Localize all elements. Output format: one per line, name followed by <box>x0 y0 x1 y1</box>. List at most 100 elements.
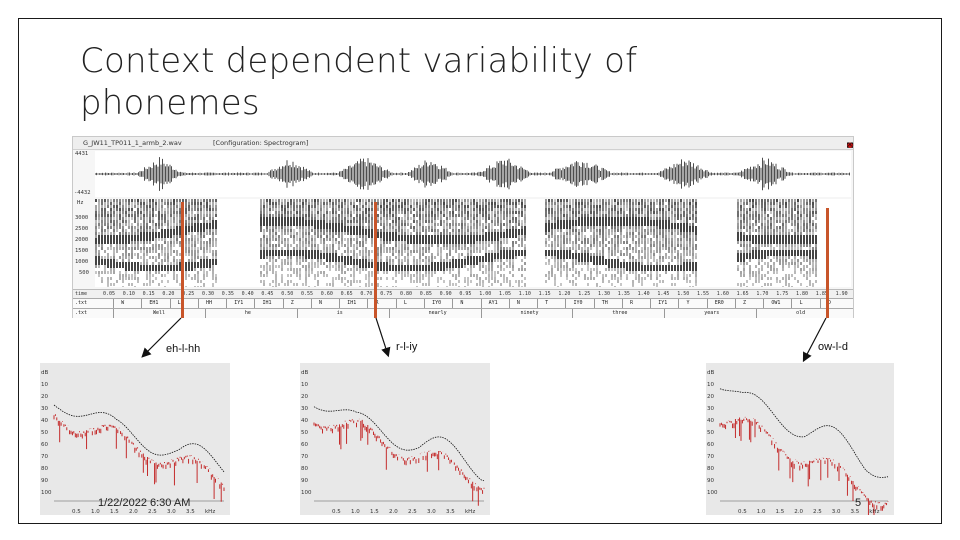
spectrogram-cell <box>203 226 205 229</box>
spectrogram-cell <box>779 238 781 241</box>
hz-tick: 1500 <box>75 248 89 254</box>
spectrogram-cell <box>125 214 127 217</box>
record-icon[interactable]: ● <box>847 141 856 149</box>
spectrogram-cell <box>659 259 661 262</box>
spectrogram-cell <box>557 223 559 226</box>
sound-file-name: G_JW11_TP011_1_armb_2.wav <box>83 139 182 147</box>
spectrogram-cell <box>509 223 511 226</box>
spectrogram-cell <box>401 229 403 232</box>
spectrogram-cell <box>404 205 406 208</box>
spectrogram-cell <box>122 265 124 268</box>
spectrogram-cell <box>590 220 592 223</box>
spectrogram-cell <box>737 199 739 202</box>
skip-back-icon[interactable]: ⏮ <box>847 141 856 149</box>
play-icon[interactable]: ▶ <box>847 141 855 149</box>
spectrogram-cell <box>488 223 490 226</box>
spectrogram-cell <box>260 211 262 214</box>
spectrogram-cell <box>191 235 193 238</box>
spectrogram-cell <box>743 241 745 244</box>
spectrogram-cell <box>209 265 211 268</box>
spectrogram-cell <box>635 259 637 262</box>
spectrogram-cell <box>680 262 682 265</box>
spectrogram-cell <box>158 247 160 250</box>
spectrogram-cell <box>281 268 283 271</box>
spectrogram-cell <box>773 226 775 229</box>
close-icon[interactable]: ✕ <box>847 141 855 149</box>
spectrogram-cell <box>479 232 481 235</box>
spectrogram-cell <box>464 208 466 211</box>
spectrogram-cell <box>329 253 331 256</box>
spectrogram-cell <box>179 241 181 244</box>
spectrogram-cell <box>149 211 151 214</box>
spectrogram-cell <box>335 259 337 262</box>
spectrogram-cell <box>335 277 337 280</box>
stop-icon[interactable]: ■ <box>847 141 856 149</box>
spectrogram-cell <box>179 205 181 208</box>
spectrogram-cell <box>452 214 454 217</box>
time-axis-label: time <box>75 291 88 297</box>
spectrogram-cell <box>410 274 412 277</box>
spectrogram-cell <box>473 274 475 277</box>
spectrogram-cell <box>476 283 478 286</box>
spectrogram-cell <box>605 220 607 223</box>
spectrogram-cell <box>548 235 550 238</box>
spectrogram-cell <box>197 232 199 235</box>
interval-label[interactable]: W <box>121 300 125 306</box>
spectrogram-cell <box>323 211 325 214</box>
spectrogram-cell <box>113 202 115 205</box>
spectrogram-cell <box>518 217 520 220</box>
spectrogram-cell <box>140 241 142 244</box>
spectrogram-cell <box>557 262 559 265</box>
phone-tier[interactable]: .txt W EH1 L HH IY1 IH1 Z N IH1 R L IY0 N AY1 N T IY0 TH R… <box>73 298 853 308</box>
spectrogram-cell <box>365 283 367 286</box>
spectrogram-cell <box>449 226 451 229</box>
spectrogram-cell <box>491 214 493 217</box>
spectrogram-cell <box>419 220 421 223</box>
spectrogram-cell <box>569 253 571 256</box>
spectrogram-cell <box>200 229 202 232</box>
spectrogram-cell <box>551 253 553 256</box>
spectrogram-cell <box>353 256 355 259</box>
spectrogram-cell <box>401 208 403 211</box>
spectrogram-cell <box>134 214 136 217</box>
spectrogram-cell <box>158 217 160 220</box>
spectrogram-cell <box>428 208 430 211</box>
spectrogram-cell <box>152 268 154 271</box>
spectrogram-cell <box>395 217 397 220</box>
spectrogram-cell <box>401 211 403 214</box>
spectrogram-cell <box>767 226 769 229</box>
spectrogram-cell <box>491 274 493 277</box>
spectrogram-cell <box>341 241 343 244</box>
spectrogram-cell <box>293 220 295 223</box>
spectrogram-cell <box>428 250 430 253</box>
spectrogram-cell <box>584 274 586 277</box>
spectrogram-cell <box>455 229 457 232</box>
spectrogram-cell <box>275 286 277 289</box>
spectrogram-cell <box>794 259 796 262</box>
spectrogram-cell <box>758 211 760 214</box>
spectrogram-cell <box>308 235 310 238</box>
spectrogram-cell <box>293 205 295 208</box>
spectrogram-cell <box>200 247 202 250</box>
spectrogram-cell <box>608 235 610 238</box>
spectrogram-cell <box>119 244 121 247</box>
spectrogram-cell <box>506 229 508 232</box>
spectrogram-cell <box>575 229 577 232</box>
spectrogram-cell <box>347 214 349 217</box>
spectrogram-cell <box>752 226 754 229</box>
spectrogram-cell <box>191 238 193 241</box>
spectrogram-cell <box>311 208 313 211</box>
spectrogram-cell <box>761 241 763 244</box>
spectrogram-panel[interactable] <box>95 199 851 289</box>
waveform-panel[interactable] <box>94 151 851 197</box>
spectrogram-cell <box>302 211 304 214</box>
spectrogram-cell <box>359 268 361 271</box>
skip-forward-icon[interactable]: ⏭ <box>847 141 856 149</box>
play-selection-icon[interactable]: ⏵ <box>847 141 853 149</box>
spectrogram-cell <box>692 214 694 217</box>
spectrogram-cell <box>680 199 682 202</box>
spectrogram-cell <box>194 286 196 289</box>
spectrogram-cell <box>503 238 505 241</box>
spectrogram-cell <box>443 244 445 247</box>
spectrogram-cell <box>776 238 778 241</box>
